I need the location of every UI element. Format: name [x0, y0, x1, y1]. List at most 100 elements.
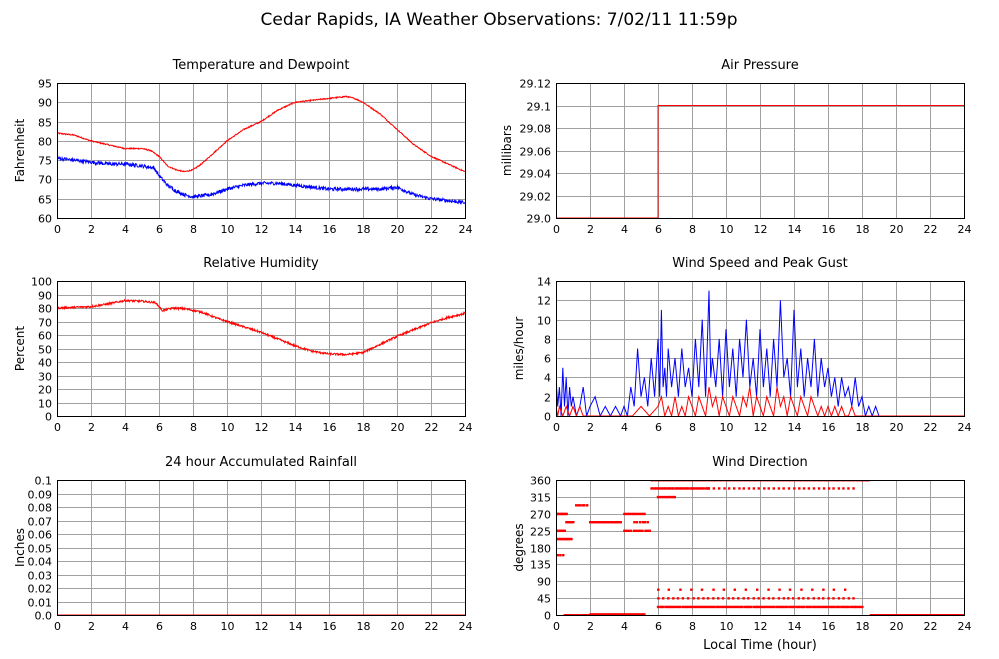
scatter-point [807, 487, 811, 490]
y-tick-label: 6 [544, 353, 551, 366]
scatter-point [953, 614, 956, 615]
scatter-point [832, 588, 836, 591]
x-tick-label: 6 [156, 620, 163, 633]
scatter-point [851, 605, 855, 609]
scatter-point [643, 512, 646, 516]
x-tick-label: 8 [689, 620, 696, 633]
scatter-point [619, 613, 623, 615]
scatter-point [769, 605, 772, 609]
scatter-point [939, 614, 942, 615]
scatter-point [556, 537, 559, 541]
scatter-point [726, 605, 729, 609]
scatter-point [632, 512, 635, 516]
scatter-point [717, 487, 721, 490]
scatter-point [565, 512, 568, 516]
y-tick-label: 0.03 [28, 570, 53, 583]
x-tick-label: 12 [255, 620, 269, 633]
scatter-point [562, 512, 566, 516]
x-tick-label: 12 [255, 421, 269, 434]
scatter-point [579, 614, 582, 615]
scatter-point [643, 521, 647, 524]
scatter-point [941, 614, 945, 615]
scatter-point [747, 605, 750, 609]
y-tick-label: 90 [38, 97, 52, 110]
x-tick-label: 6 [156, 223, 163, 236]
scatter-point [685, 605, 688, 609]
scatter-point [957, 614, 960, 615]
scatter-point [562, 529, 565, 533]
scatter-point [557, 537, 560, 541]
scatter-point [772, 597, 775, 600]
scatter-point [755, 605, 759, 609]
scatter-point [918, 614, 922, 615]
scatter-point [635, 521, 639, 524]
y-tick-label: 29.1 [527, 101, 552, 114]
scatter-point [742, 487, 745, 490]
scatter-point [842, 597, 845, 600]
scatter-point [715, 605, 718, 609]
scatter-point [761, 605, 765, 609]
x-tick-label: 18 [856, 620, 870, 633]
scatter-point [845, 605, 849, 609]
scatter-point [565, 614, 568, 615]
y-tick-label: 45 [537, 593, 551, 606]
scatter-point [633, 512, 637, 516]
x-tick-label: 0 [553, 223, 560, 236]
scatter-point [682, 487, 685, 490]
x-tick-label: 8 [689, 421, 696, 434]
y-tick-label: 29.06 [520, 146, 552, 159]
plot-frame [556, 281, 965, 417]
scatter-point [832, 487, 835, 490]
panel-title: Wind Speed and Peak Gust [672, 256, 847, 271]
scatter-point [627, 512, 630, 516]
scatter-point [890, 614, 893, 615]
scatter-point [849, 605, 853, 609]
scatter-point [611, 521, 615, 524]
scatter-point [637, 613, 640, 615]
scatter-point [808, 605, 811, 609]
temp-series-red [57, 95, 465, 173]
scatter-point [827, 487, 831, 490]
x-tick-label: 24 [459, 620, 473, 633]
rh-series-red [57, 298, 465, 357]
scatter-point [731, 605, 735, 609]
y-tick-label: 2 [544, 392, 551, 405]
scatter-point [791, 605, 794, 609]
scatter-point [694, 487, 697, 490]
x-tick-label: 24 [958, 620, 972, 633]
scatter-point [632, 529, 636, 533]
x-tick-label: 20 [890, 620, 904, 633]
y-tick-label: 50 [38, 344, 52, 357]
scatter-point [656, 605, 660, 609]
scatter-point [757, 597, 760, 600]
scatter-point [665, 487, 668, 490]
wind-series-red [556, 387, 964, 416]
scatter-point [625, 512, 628, 516]
scatter-point [679, 605, 682, 609]
scatter-point [657, 597, 660, 600]
scatter-point [581, 504, 585, 507]
x-tick-label: 22 [425, 620, 439, 633]
scatter-point [666, 495, 670, 499]
scatter-point [563, 614, 566, 615]
scatter-point [602, 521, 605, 524]
scatter-point [679, 487, 682, 490]
scatter-point [579, 504, 582, 507]
y-tick-label: 29.04 [520, 168, 552, 181]
scatter-point [600, 521, 604, 524]
scatter-point [667, 597, 670, 600]
scatter-point [847, 605, 850, 609]
plot-frame [57, 83, 466, 219]
scatter-point [947, 614, 950, 615]
scatter-point [813, 605, 817, 609]
scatter-point [567, 537, 571, 541]
scatter-point [836, 605, 840, 609]
scatter-point [644, 529, 647, 533]
scatter-point [765, 605, 768, 609]
x-tick-label: 6 [655, 620, 662, 633]
scatter-point [782, 597, 786, 600]
scatter-point [641, 529, 644, 533]
scatter-point [666, 605, 670, 609]
scatter-point [582, 614, 586, 615]
scatter-point [763, 605, 767, 609]
